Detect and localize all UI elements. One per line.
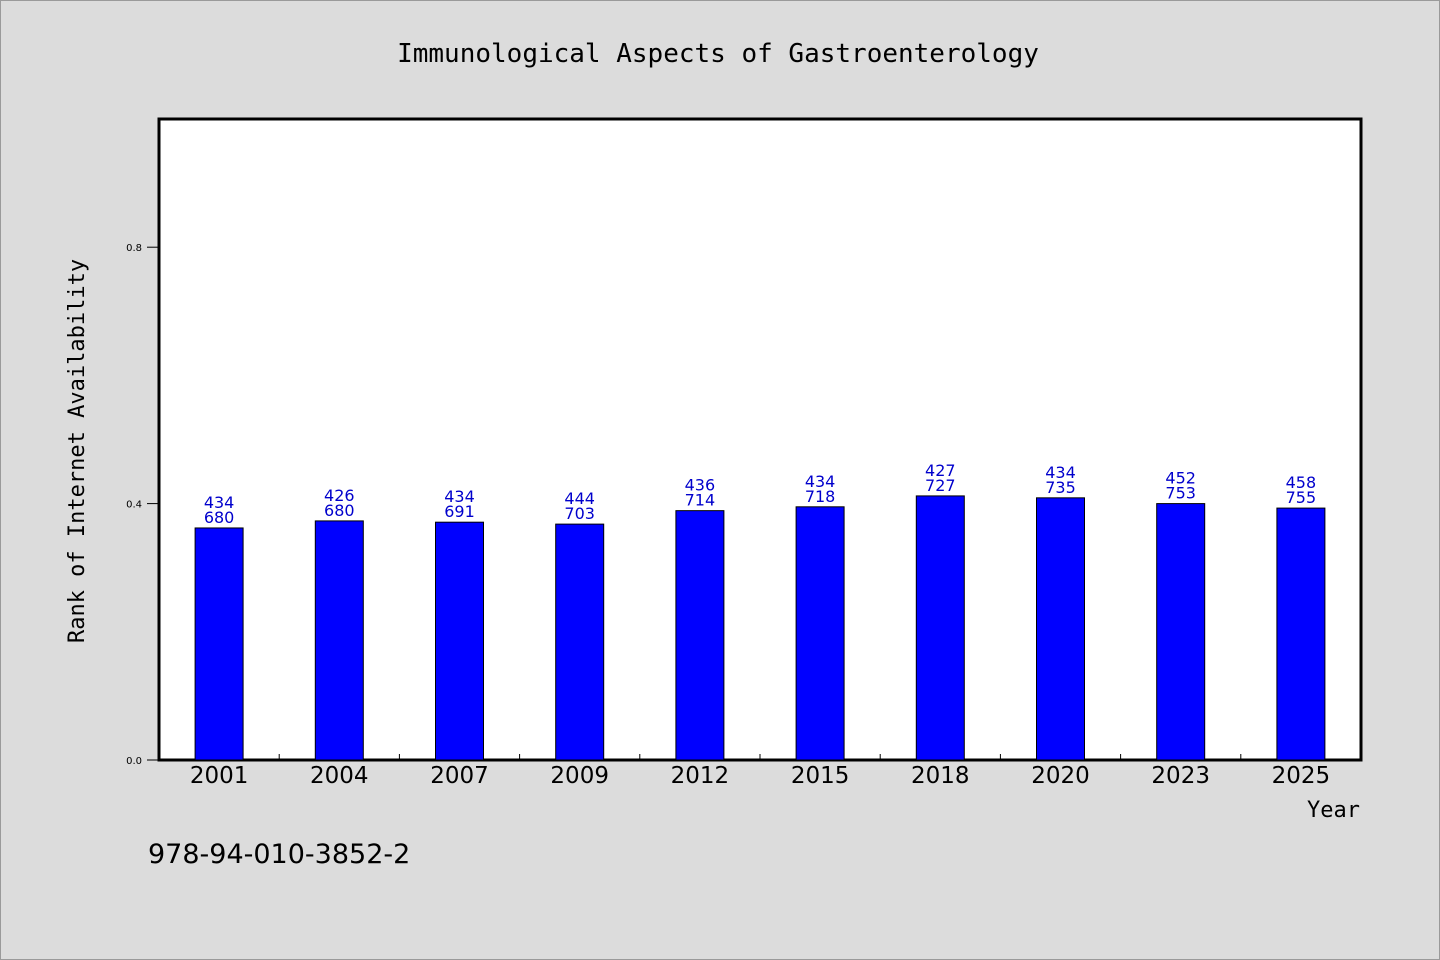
- x-tick-label: 2009: [550, 763, 609, 789]
- x-tick-label: 2020: [1031, 763, 1090, 789]
- bar-label-bottom: 691: [444, 502, 475, 521]
- bar-label-bottom: 680: [204, 508, 235, 527]
- bar-2012: [675, 510, 725, 761]
- bar-labels: 4346804266804346914447034367144347184277…: [204, 461, 1316, 527]
- x-axis-label: Year: [1307, 798, 1360, 823]
- bar-label-bottom: 735: [1045, 478, 1076, 497]
- x-axis-ticks: 2001 2004 2007 2009 2012 2015 2018 2020 2023 2025: [190, 754, 1330, 789]
- bars: [194, 495, 1326, 761]
- y-axis-label: Rank of Internet Availability: [65, 259, 90, 643]
- bar-label-top: 434: [444, 487, 475, 506]
- bar-label-bottom: 680: [324, 501, 355, 520]
- bar-2001: [194, 527, 244, 761]
- bar-label-top: 458: [1286, 473, 1317, 492]
- bar-label-bottom: 755: [1286, 488, 1317, 507]
- bar-2025: [1276, 507, 1326, 761]
- x-tick-label: 2023: [1151, 763, 1210, 789]
- bar-2004: [314, 520, 364, 761]
- footnote-isbn: 978-94-010-3852-2: [148, 839, 410, 870]
- bar-2023: [1156, 503, 1206, 761]
- bar-label-top: 434: [805, 472, 836, 491]
- y-tick-label: 0.8: [126, 243, 142, 254]
- bar-label-bottom: 753: [1165, 484, 1196, 503]
- x-tick-label: 2018: [911, 763, 970, 789]
- bar-2020: [1036, 497, 1085, 761]
- bar-label-top: 426: [324, 486, 355, 505]
- y-axis-ticks: 0.0 0.4 0.8: [126, 243, 159, 767]
- x-tick-label: 2025: [1272, 763, 1331, 789]
- x-tick-label: 2012: [671, 763, 730, 789]
- x-tick-label: 2004: [310, 763, 369, 789]
- bar-label-bottom: 727: [925, 476, 956, 495]
- bar-label-top: 452: [1165, 469, 1196, 488]
- bar-2015: [795, 506, 845, 761]
- bar-label-top: 434: [1045, 463, 1076, 482]
- x-tick-label: 2007: [430, 763, 489, 789]
- y-tick-label: 0.4: [126, 500, 142, 511]
- chart-title: Immunological Aspects of Gastroenterolog…: [397, 39, 1039, 69]
- bar-label-bottom: 718: [805, 487, 836, 506]
- bar-label-bottom: 703: [564, 504, 595, 523]
- bar-label-top: 427: [925, 461, 956, 480]
- x-tick-label: 2001: [190, 763, 249, 789]
- bar-label-top: 436: [685, 476, 716, 495]
- x-tick-label: 2015: [791, 763, 850, 789]
- bar-2007: [435, 521, 484, 761]
- bar-2009: [555, 523, 605, 761]
- bar-2018: [915, 495, 965, 761]
- bar-label-top: 444: [564, 489, 595, 508]
- bar-label-top: 434: [204, 493, 235, 512]
- bar-label-bottom: 714: [685, 491, 716, 510]
- y-tick-label: 0.0: [126, 756, 142, 767]
